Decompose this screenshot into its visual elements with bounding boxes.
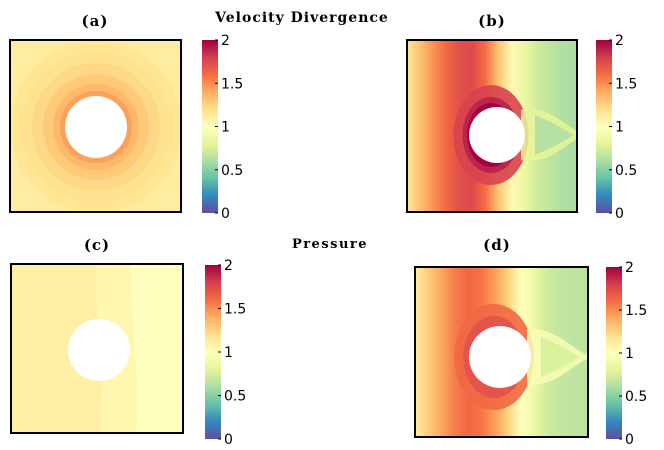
colorbar-tick-label: 1 — [615, 120, 624, 136]
colorbar-tick-label: 1 — [221, 120, 230, 136]
colorbar-tick-label: 0.5 — [221, 163, 243, 179]
panel-d: 0 0.5 1 1.5 2 (d) — [414, 236, 647, 448]
colorbar-tick-label: 2 — [625, 260, 634, 276]
colorbar-tick-label: 0 — [221, 206, 230, 222]
panel-label: (d) — [483, 236, 511, 254]
colorbar-tick-label: 1.5 — [625, 303, 647, 319]
colorbar-gradient — [202, 40, 218, 213]
plot-frame — [9, 39, 182, 213]
colorbar-gradient — [596, 40, 612, 213]
colorbar-tick-label: 0.5 — [224, 389, 246, 405]
panel-b: 0 0.5 1 1.5 2 (b) — [406, 12, 637, 222]
colorbar-tick-label: 0.5 — [625, 389, 647, 405]
colorbar-tick-label: 1.5 — [224, 302, 246, 318]
panel-c: 0 0.5 1 1.5 2 (c) — [10, 236, 246, 448]
colorbar-tick-label: 2 — [221, 33, 230, 49]
plot-frame — [10, 263, 184, 434]
colorbar-tick-label: 1 — [625, 346, 634, 362]
colorbar-tick-label: 0 — [625, 432, 634, 448]
colorbar-tick-label: 1.5 — [615, 76, 637, 92]
colorbar: 0 0.5 1 1.5 2 — [205, 258, 246, 448]
colorbar-tick-label: 2 — [224, 258, 233, 274]
cylinder-hole — [68, 319, 130, 381]
panel-label: (c) — [84, 236, 110, 254]
colorbar: 0 0.5 1 1.5 2 — [202, 33, 243, 222]
panel-label: (b) — [478, 12, 506, 30]
pressure-title: Pressure — [292, 237, 368, 252]
cylinder-hole — [469, 326, 531, 388]
colorbar-tick-label: 2 — [615, 33, 624, 49]
colorbar: 0 0.5 1 1.5 2 — [596, 33, 637, 222]
panel-label: (a) — [82, 12, 109, 30]
panel-a: 0 0.5 1 1.5 2 (a) — [9, 12, 243, 222]
plot-frame — [406, 39, 578, 213]
cylinder-hole — [469, 107, 525, 163]
velocity-divergence-title: Velocity Divergence — [214, 10, 389, 26]
cylinder-hole — [65, 96, 127, 158]
colorbar-tick-label: 0 — [224, 432, 233, 448]
colorbar-tick-label: 1 — [224, 345, 233, 361]
colorbar-tick-label: 0.5 — [615, 163, 637, 179]
colorbar-gradient — [205, 265, 221, 439]
colorbar-gradient — [606, 267, 622, 439]
colorbar-tick-label: 1.5 — [221, 76, 243, 92]
plot-frame — [414, 266, 589, 438]
colorbar: 0 0.5 1 1.5 2 — [606, 260, 647, 448]
colorbar-tick-label: 0 — [615, 206, 624, 222]
